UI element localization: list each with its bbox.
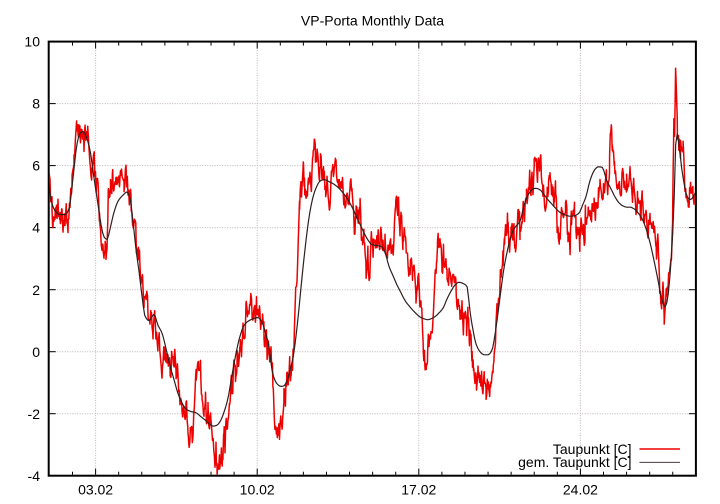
svg-text:VP-Porta Monthly Data: VP-Porta Monthly Data bbox=[301, 12, 444, 28]
svg-text:2: 2 bbox=[32, 282, 40, 298]
svg-text:4: 4 bbox=[32, 220, 40, 236]
svg-text:-4: -4 bbox=[28, 468, 41, 484]
svg-text:10: 10 bbox=[24, 34, 40, 50]
svg-text:-2: -2 bbox=[28, 406, 41, 422]
svg-text:17.02: 17.02 bbox=[401, 481, 436, 497]
svg-text:Taupunkt [C]: Taupunkt [C] bbox=[553, 441, 632, 457]
svg-text:10.02: 10.02 bbox=[240, 481, 275, 497]
svg-text:24.02: 24.02 bbox=[563, 481, 598, 497]
svg-text:0: 0 bbox=[32, 344, 40, 360]
svg-text:03.02: 03.02 bbox=[78, 481, 113, 497]
svg-text:gem. Taupunkt [C]: gem. Taupunkt [C] bbox=[518, 454, 631, 470]
svg-text:6: 6 bbox=[32, 158, 40, 174]
svg-text:8: 8 bbox=[32, 96, 40, 112]
